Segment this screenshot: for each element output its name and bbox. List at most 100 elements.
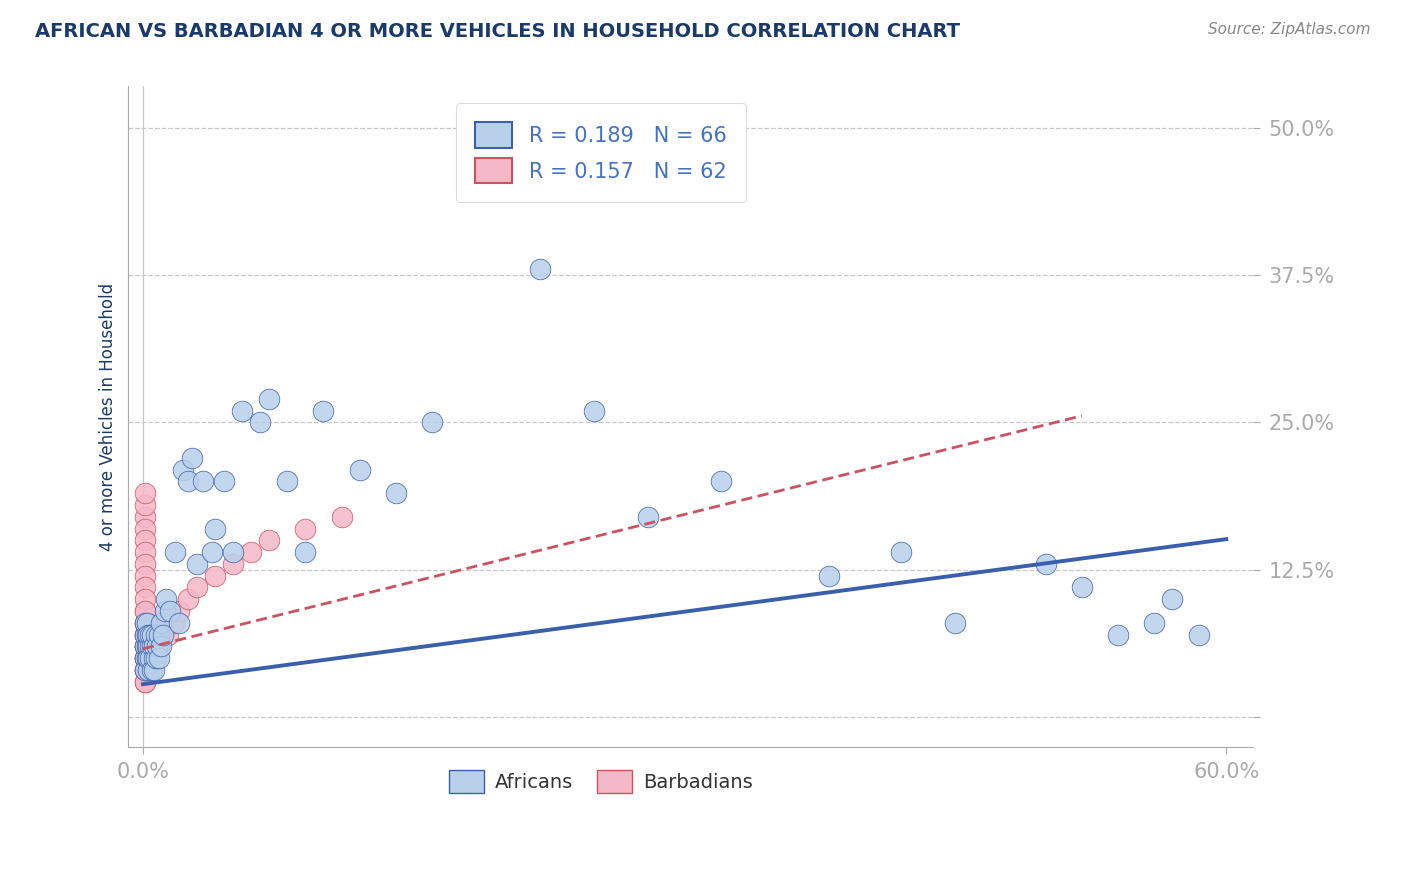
Point xyxy=(231,403,253,417)
Point xyxy=(139,640,162,654)
Point xyxy=(172,462,194,476)
Point xyxy=(134,651,156,665)
Point xyxy=(134,651,156,665)
Legend: Africans, Barbadians: Africans, Barbadians xyxy=(439,760,763,803)
Point xyxy=(134,486,156,500)
Point xyxy=(890,545,912,559)
Point xyxy=(204,522,226,536)
Point xyxy=(1161,592,1184,607)
Point xyxy=(149,628,172,642)
Point xyxy=(1143,615,1166,630)
Point xyxy=(134,628,156,642)
Point xyxy=(1188,628,1211,642)
Point xyxy=(142,651,165,665)
Point xyxy=(155,592,177,607)
Point xyxy=(146,640,169,654)
Point xyxy=(134,545,156,559)
Point xyxy=(136,640,159,654)
Point xyxy=(420,416,443,430)
Point xyxy=(135,615,157,630)
Point xyxy=(139,628,162,642)
Point xyxy=(186,581,208,595)
Point xyxy=(583,403,606,417)
Point xyxy=(152,628,174,642)
Point xyxy=(945,615,967,630)
Y-axis label: 4 or more Vehicles in Household: 4 or more Vehicles in Household xyxy=(100,283,117,550)
Point xyxy=(139,640,162,654)
Point xyxy=(134,581,156,595)
Point xyxy=(141,663,163,677)
Point xyxy=(204,568,226,582)
Point xyxy=(134,640,156,654)
Point xyxy=(145,640,167,654)
Point xyxy=(167,615,190,630)
Point xyxy=(136,628,159,642)
Point xyxy=(818,568,841,582)
Point xyxy=(148,640,170,654)
Point xyxy=(135,628,157,642)
Point xyxy=(159,604,181,618)
Point xyxy=(710,475,733,489)
Point xyxy=(384,486,406,500)
Point xyxy=(136,628,159,642)
Point xyxy=(135,615,157,630)
Text: AFRICAN VS BARBADIAN 4 OR MORE VEHICLES IN HOUSEHOLD CORRELATION CHART: AFRICAN VS BARBADIAN 4 OR MORE VEHICLES … xyxy=(35,22,960,41)
Point xyxy=(139,628,162,642)
Point xyxy=(134,640,156,654)
Point xyxy=(134,604,156,618)
Point xyxy=(134,628,156,642)
Point xyxy=(142,640,165,654)
Point xyxy=(142,651,165,665)
Point xyxy=(134,663,156,677)
Point xyxy=(134,640,156,654)
Point xyxy=(330,509,353,524)
Point xyxy=(134,498,156,512)
Point xyxy=(134,640,156,654)
Point xyxy=(134,568,156,582)
Point xyxy=(135,651,157,665)
Point xyxy=(136,651,159,665)
Point xyxy=(134,663,156,677)
Point xyxy=(141,628,163,642)
Point xyxy=(191,475,214,489)
Point xyxy=(180,450,202,465)
Point xyxy=(276,475,298,489)
Point xyxy=(259,533,281,548)
Point xyxy=(259,392,281,406)
Point xyxy=(145,651,167,665)
Point xyxy=(146,628,169,642)
Point xyxy=(1070,581,1092,595)
Point xyxy=(134,615,156,630)
Point xyxy=(135,663,157,677)
Point xyxy=(136,640,159,654)
Point xyxy=(134,592,156,607)
Point xyxy=(134,651,156,665)
Point xyxy=(167,604,190,618)
Point xyxy=(134,604,156,618)
Point xyxy=(529,262,551,277)
Point xyxy=(141,640,163,654)
Point xyxy=(139,651,162,665)
Point xyxy=(139,651,162,665)
Point xyxy=(145,628,167,642)
Point xyxy=(134,628,156,642)
Point xyxy=(162,615,184,630)
Text: Source: ZipAtlas.com: Source: ZipAtlas.com xyxy=(1208,22,1371,37)
Point xyxy=(134,533,156,548)
Point xyxy=(1107,628,1129,642)
Point xyxy=(177,475,200,489)
Point xyxy=(1035,557,1057,571)
Point xyxy=(141,628,163,642)
Point xyxy=(134,663,156,677)
Point xyxy=(222,557,245,571)
Point xyxy=(135,640,157,654)
Point xyxy=(186,557,208,571)
Point xyxy=(165,545,187,559)
Point xyxy=(136,651,159,665)
Point xyxy=(134,557,156,571)
Point xyxy=(134,674,156,689)
Point xyxy=(135,628,157,642)
Point xyxy=(141,651,163,665)
Point xyxy=(134,651,156,665)
Point xyxy=(312,403,335,417)
